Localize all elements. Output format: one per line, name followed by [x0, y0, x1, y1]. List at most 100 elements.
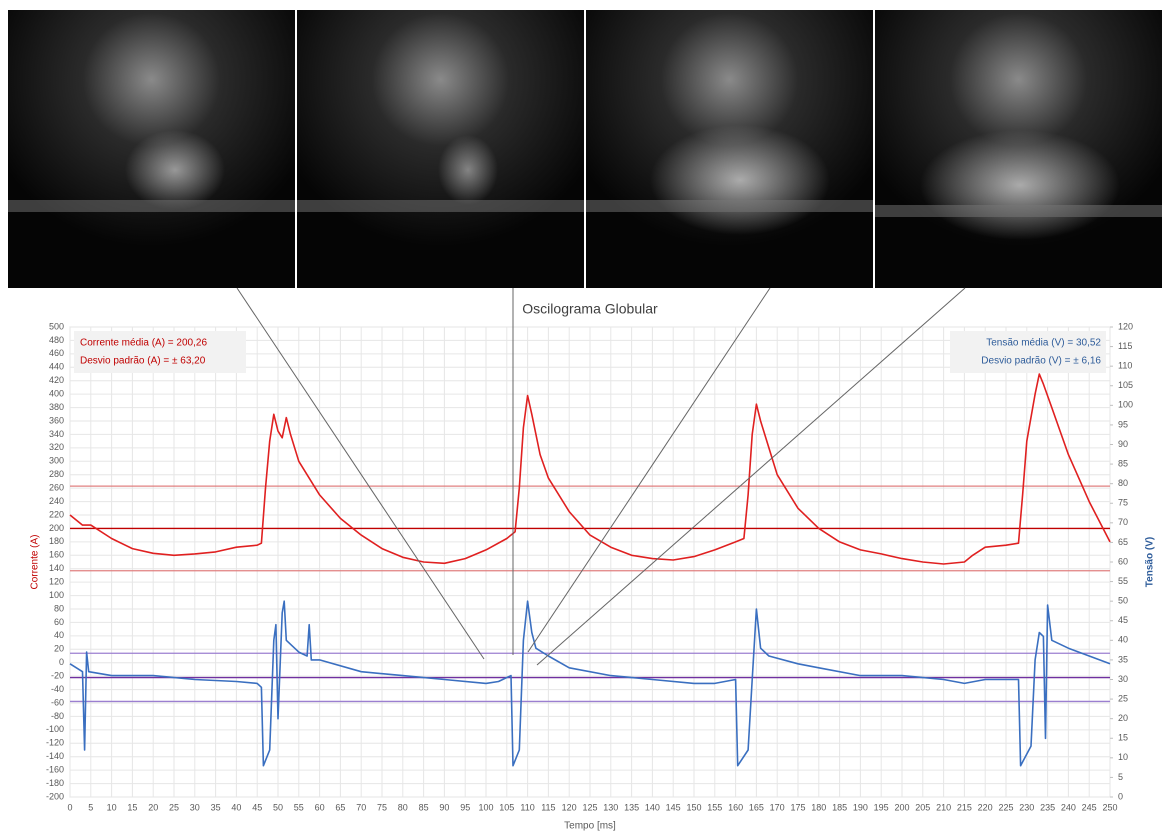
plot: 0 5 10 15 20 25 30 35 40 45 50 55 60 65 70 75 80 85 90 95 10…: [46, 321, 1133, 812]
y2-tick-label: 10: [1118, 752, 1128, 762]
y-tick-label: -140: [46, 751, 64, 761]
y2-tick-label: 35: [1118, 654, 1128, 664]
y-tick-label: 480: [49, 335, 64, 345]
photo: [586, 10, 873, 288]
annotation: Desvio padrão (A) = ± 63,20: [80, 356, 206, 367]
y-tick-label: -80: [51, 711, 64, 721]
x-tick-label: 120: [562, 802, 577, 812]
x-tick-label: 145: [666, 802, 681, 812]
y2-tick-label: 20: [1118, 713, 1128, 723]
x-tick-label: 125: [582, 802, 597, 812]
x-tick-label: 90: [439, 802, 449, 812]
y2-tick-label: 0: [1118, 791, 1123, 801]
x-tick-label: 140: [645, 802, 660, 812]
x-tick-label: 150: [686, 802, 701, 812]
x-tick-label: 160: [728, 802, 743, 812]
x-tick-label: 200: [894, 802, 909, 812]
y2-tick-label: 65: [1118, 537, 1128, 547]
y-tick-label: 460: [49, 348, 64, 358]
x-tick-label: 70: [356, 802, 366, 812]
y-tick-label: 140: [49, 563, 64, 573]
y-tick-label: 60: [54, 617, 64, 627]
x-tick-label: 175: [790, 802, 805, 812]
x-tick-label: 245: [1082, 802, 1097, 812]
y2-tick-label: 90: [1118, 439, 1128, 449]
photo: [875, 10, 1162, 288]
x-tick-label: 85: [419, 802, 429, 812]
y-tick-label: -100: [46, 724, 64, 734]
y-tick-label: 340: [49, 429, 64, 439]
x-tick-label: 20: [148, 802, 158, 812]
photo: [8, 10, 295, 288]
x-tick-label: 15: [127, 802, 137, 812]
y2-tick-label: 80: [1118, 478, 1128, 488]
y-tick-label: 300: [49, 456, 64, 466]
y2-axis-title: Tensão (V): [1145, 537, 1156, 587]
y-tick-label: 420: [49, 375, 64, 385]
y2-tick-label: 100: [1118, 400, 1133, 410]
x-tick-label: 65: [335, 802, 345, 812]
connectors: [236, 287, 966, 666]
y-tick-label: 20: [54, 644, 64, 654]
y-tick-label: 100: [49, 590, 64, 600]
x-tick-label: 60: [315, 802, 325, 812]
annotation: Desvio padrão (V) = ± 6,16: [981, 356, 1101, 367]
annotation-box: [950, 331, 1106, 373]
x-tick-label: 55: [294, 802, 304, 812]
y-tick-label: 220: [49, 509, 64, 519]
y2-tick-label: 30: [1118, 674, 1128, 684]
x-tick-label: 75: [377, 802, 387, 812]
y-tick-label: 360: [49, 415, 64, 425]
y-tick-label: -160: [46, 765, 64, 775]
y-tick-label: -200: [46, 791, 64, 801]
x-tick-label: 230: [1019, 802, 1034, 812]
annotation-box: [74, 331, 246, 373]
y-tick-label: 200: [49, 523, 64, 533]
x-tick-label: 30: [190, 802, 200, 812]
series-line: [69, 600, 1111, 767]
x-tick-label: 135: [624, 802, 639, 812]
x-tick-label: 235: [1040, 802, 1055, 812]
x-tick-label: 10: [107, 802, 117, 812]
x-axis-title: Tempo [ms]: [564, 821, 616, 832]
y-tick-label: 320: [49, 442, 64, 452]
x-tick-label: 115: [541, 802, 555, 812]
x-tick-label: 110: [520, 802, 534, 812]
y-tick-label: 80: [54, 603, 64, 613]
x-tick-label: 240: [1061, 802, 1076, 812]
chart-title: Oscilograma Globular: [522, 301, 658, 317]
y-tick-label: -120: [46, 738, 64, 748]
x-tick-label: 155: [707, 802, 722, 812]
y2-tick-label: 120: [1118, 321, 1133, 331]
x-tick-label: 130: [603, 802, 618, 812]
x-tick-label: 185: [832, 802, 847, 812]
y2-tick-label: 40: [1118, 635, 1128, 645]
x-tick-label: 210: [936, 802, 951, 812]
y2-tick-label: 110: [1118, 361, 1132, 371]
y2-tick-label: 60: [1118, 556, 1128, 566]
x-tick-label: 25: [169, 802, 179, 812]
x-tick-label: 220: [978, 802, 993, 812]
y2-tick-label: 115: [1118, 341, 1132, 351]
annotation: Tensão média (V) = 30,52: [986, 338, 1101, 349]
x-tick-label: 95: [460, 802, 470, 812]
y2-tick-label: 25: [1118, 693, 1128, 703]
y-tick-label: 260: [49, 483, 64, 493]
x-tick-label: 225: [998, 802, 1013, 812]
x-tick-label: 215: [957, 802, 972, 812]
y-tick-label: -20: [51, 671, 64, 681]
photo: [297, 10, 584, 288]
y-tick-label: -180: [46, 778, 64, 788]
y-tick-label: 440: [49, 362, 64, 372]
x-tick-label: 190: [853, 802, 868, 812]
photo-strip: [8, 10, 1162, 288]
y2-tick-label: 50: [1118, 596, 1128, 606]
y-tick-label: 160: [49, 550, 64, 560]
x-tick-label: 40: [231, 802, 241, 812]
y-tick-label: 280: [49, 469, 64, 479]
y2-tick-label: 55: [1118, 576, 1128, 586]
y-tick-label: 0: [59, 657, 64, 667]
series-line: [69, 373, 1111, 565]
y-axis-title: Corrente (A): [30, 534, 41, 589]
